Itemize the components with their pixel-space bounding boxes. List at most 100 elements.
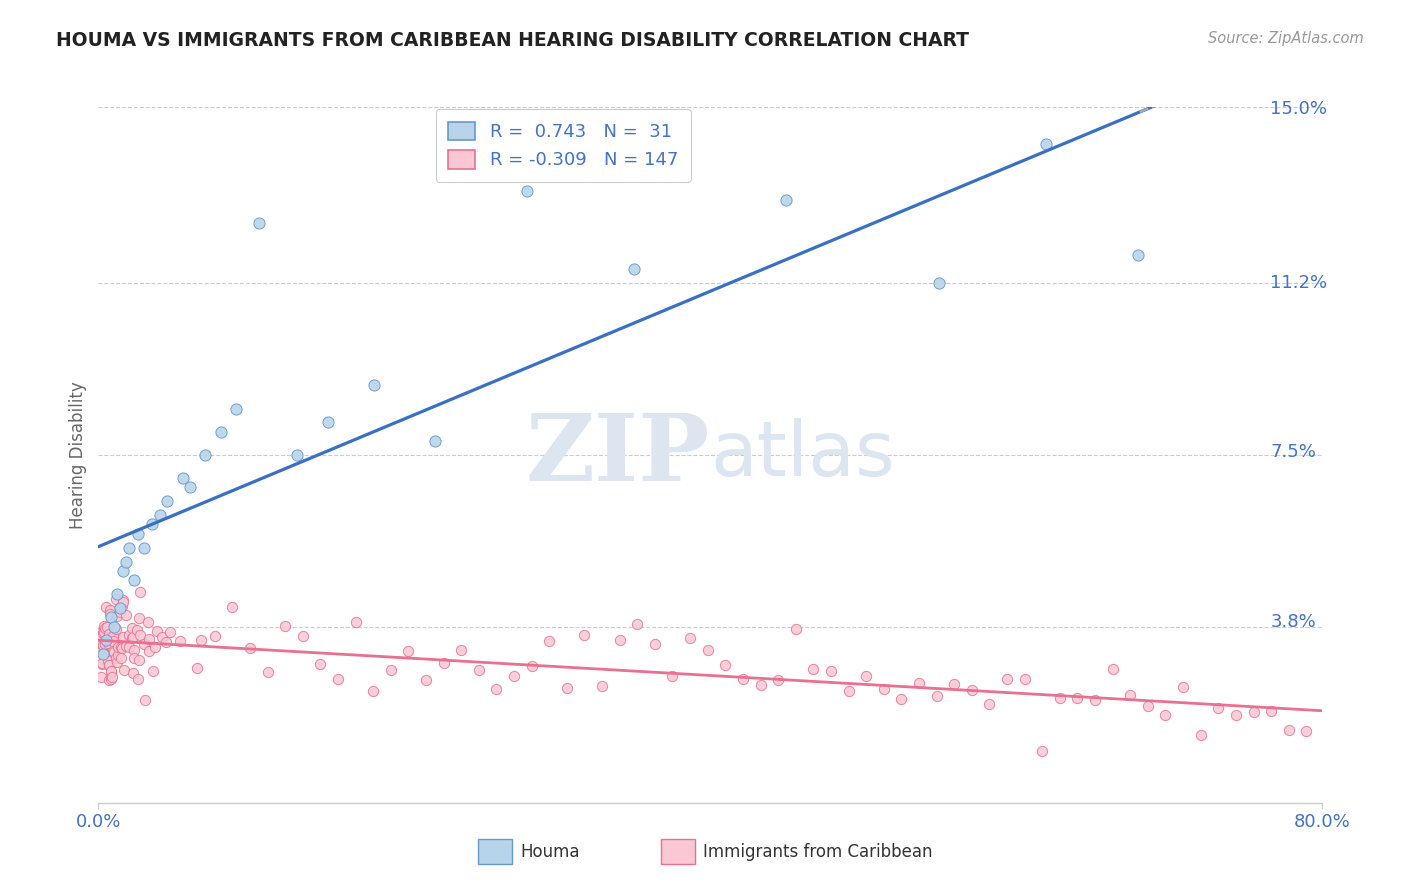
Point	[368, 411, 391, 425]
Point	[193, 621, 215, 635]
Point	[425, 656, 447, 670]
Point	[260, 443, 283, 458]
Point	[503, 656, 526, 670]
Point	[169, 613, 191, 627]
Point	[209, 625, 232, 640]
Point	[786, 615, 808, 630]
Point	[167, 649, 190, 664]
Point	[191, 535, 214, 549]
Point	[1194, 697, 1216, 711]
Point	[187, 624, 209, 638]
Point	[195, 624, 218, 638]
Point	[177, 662, 200, 676]
Point	[613, 672, 636, 686]
Point	[239, 467, 262, 481]
Point	[173, 629, 195, 643]
Point	[195, 659, 218, 673]
Point	[202, 578, 225, 592]
Point	[187, 656, 209, 670]
Point	[173, 650, 195, 665]
Point	[197, 643, 219, 657]
Point	[181, 641, 204, 656]
Point	[342, 443, 364, 458]
Point	[209, 637, 232, 651]
Point	[186, 592, 208, 607]
Point	[880, 684, 903, 698]
Point	[167, 663, 190, 677]
Point	[172, 626, 194, 640]
Point	[346, 623, 368, 637]
Text: Source: ZipAtlas.com: Source: ZipAtlas.com	[1208, 31, 1364, 46]
Point	[738, 665, 761, 679]
Point	[330, 613, 353, 627]
Point	[186, 587, 208, 601]
Point	[546, 182, 568, 196]
Point	[1115, 700, 1137, 714]
Point	[990, 665, 1012, 679]
Text: atlas: atlas	[721, 414, 905, 487]
Point	[174, 620, 197, 634]
Point	[166, 620, 188, 634]
Point	[1052, 685, 1074, 699]
Point	[180, 615, 202, 629]
Point	[167, 637, 190, 651]
Point	[269, 623, 291, 637]
Point	[707, 635, 730, 649]
Point	[959, 689, 981, 703]
Point	[173, 627, 195, 641]
Point	[1146, 720, 1168, 734]
Point	[865, 674, 887, 689]
Point	[229, 618, 252, 632]
Point	[457, 665, 479, 680]
Point	[911, 681, 934, 696]
Point	[174, 651, 197, 665]
Point	[180, 585, 202, 599]
Point	[914, 274, 936, 288]
Point	[212, 512, 235, 526]
Point	[181, 581, 204, 595]
Point	[246, 475, 269, 490]
Point	[180, 644, 202, 658]
Point	[184, 594, 207, 608]
Point	[200, 616, 222, 631]
Point	[464, 430, 486, 444]
Point	[177, 638, 200, 652]
Point	[173, 648, 195, 662]
Point	[205, 535, 228, 549]
Point	[628, 626, 651, 640]
Point	[778, 192, 800, 206]
Point	[974, 665, 997, 679]
Point	[174, 598, 197, 612]
Point	[217, 617, 239, 632]
Point	[167, 622, 190, 636]
Point	[205, 685, 228, 699]
Point	[195, 567, 218, 582]
Point	[661, 630, 683, 644]
Point	[519, 674, 541, 689]
Point	[253, 653, 276, 667]
Point	[214, 657, 236, 672]
Point	[848, 661, 870, 675]
Point	[896, 669, 918, 683]
Point	[1240, 715, 1263, 730]
Point	[176, 665, 198, 679]
Point	[201, 646, 224, 660]
Point	[170, 615, 193, 629]
Point	[770, 665, 793, 680]
Point	[167, 633, 190, 648]
Legend: R =  0.743   N =  31, R = -0.309   N = 147: R = 0.743 N = 31, R = -0.309 N = 147	[463, 109, 717, 182]
Point	[409, 676, 432, 690]
Point	[1084, 681, 1107, 695]
Point	[274, 420, 297, 434]
Point	[170, 618, 193, 632]
Point	[170, 639, 193, 653]
Point	[215, 633, 238, 648]
Point	[201, 604, 224, 618]
Point	[409, 375, 432, 389]
Point	[567, 627, 589, 641]
Point	[1021, 683, 1043, 698]
Point	[169, 640, 191, 655]
Point	[315, 657, 337, 672]
Point	[1091, 246, 1114, 260]
Point	[169, 619, 191, 633]
